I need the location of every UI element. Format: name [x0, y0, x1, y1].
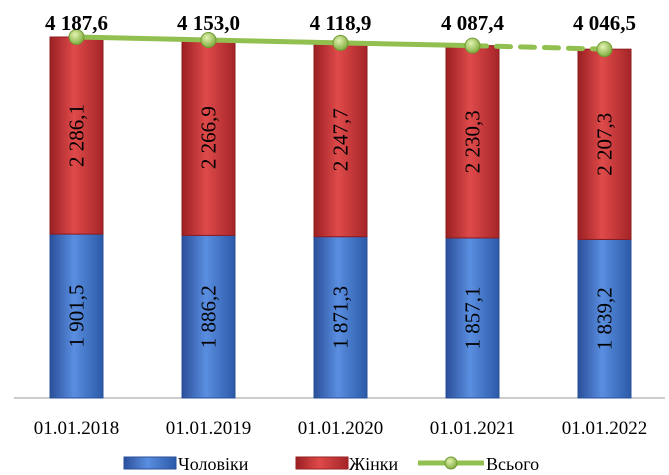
bars-group — [49, 36, 632, 399]
legend-swatch-men — [123, 456, 177, 470]
x-tick-label-2: 01.01.2019 — [166, 418, 252, 439]
total-line-segment-3 — [338, 40, 475, 49]
total-line-segment-1 — [74, 34, 211, 43]
total-label-4: 4 087,4 — [441, 11, 505, 35]
bar-men-1 — [49, 233, 104, 399]
legend-label-women: Жінки — [349, 454, 399, 474]
bar-label-women-4: 2 230,3 — [461, 110, 485, 173]
bar-women-3 — [313, 42, 368, 238]
x-tick-labels-group: 01.01.2018 01.01.2019 01.01.2020 01.01.2021… — [34, 418, 648, 439]
legend-swatch-women — [295, 456, 349, 470]
total-label-3: 4 118,9 — [310, 11, 372, 35]
x-tick-label-1: 01.01.2018 — [34, 418, 120, 439]
x-tick-label-4: 01.01.2021 — [430, 418, 516, 439]
total-labels-group: 4 187,6 4 153,0 4 118,9 4 087,4 4 046,5 — [45, 11, 636, 35]
x-tick-label-5: 01.01.2022 — [562, 418, 648, 439]
bar-men-4 — [445, 237, 500, 399]
bar-women-5 — [577, 48, 632, 240]
bar-labels-group: 1 901,5 2 286,1 1 886,2 2 266,9 1 871,3 2 247… — [65, 104, 617, 350]
total-label-5: 4 046,5 — [573, 11, 636, 35]
legend-marker-total — [444, 456, 458, 470]
bar-label-women-2: 2 266,9 — [197, 106, 221, 169]
total-label-1: 4 187,6 — [45, 11, 108, 35]
total-line-segment-2 — [206, 37, 343, 46]
bar-label-men-3: 1 871,3 — [329, 286, 353, 349]
bar-women-2 — [181, 39, 236, 236]
total-label-2: 4 153,0 — [177, 11, 240, 35]
bar-women-4 — [445, 45, 500, 239]
total-line-segment-4 — [470, 43, 607, 52]
total-marker-3 — [332, 34, 349, 51]
legend: Чоловіки Жінки Всього — [123, 454, 539, 474]
bar-label-men-4: 1 857,1 — [461, 286, 485, 349]
bar-label-men-5: 1 839,2 — [593, 287, 617, 350]
total-marker-4 — [464, 37, 481, 54]
total-marker-2 — [200, 31, 217, 48]
bar-men-3 — [313, 236, 368, 399]
bar-label-men-1: 1 901,5 — [65, 285, 89, 348]
legend-label-men: Чоловіки — [178, 454, 249, 474]
bar-label-women-5: 2 207,3 — [593, 113, 617, 176]
total-marker-5 — [596, 41, 613, 58]
bar-men-5 — [577, 238, 632, 399]
bar-label-women-3: 2 247,7 — [329, 108, 353, 171]
total-marker-1 — [68, 29, 85, 45]
x-tick-label-3: 01.01.2020 — [298, 418, 384, 439]
bar-label-women-1: 2 286,1 — [65, 104, 89, 167]
total-line-group — [68, 29, 613, 58]
legend-label-total: Всього — [486, 454, 539, 474]
bar-women-1 — [49, 36, 104, 235]
bar-label-men-2: 1 886,2 — [197, 285, 221, 348]
